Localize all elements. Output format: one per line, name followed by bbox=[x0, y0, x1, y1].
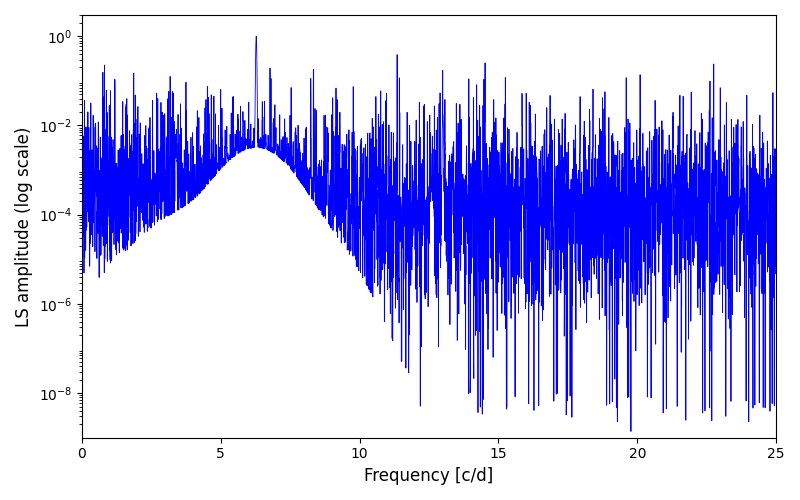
Y-axis label: LS amplitude (log scale): LS amplitude (log scale) bbox=[15, 126, 33, 326]
X-axis label: Frequency [c/d]: Frequency [c/d] bbox=[364, 467, 494, 485]
